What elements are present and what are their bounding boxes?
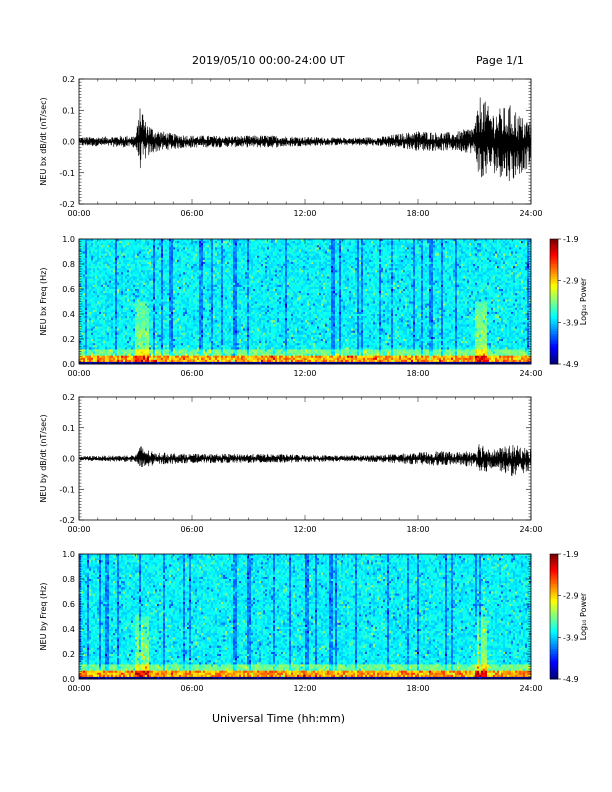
x-tick-label: 12:00 bbox=[293, 209, 316, 218]
x-tick-label: 24:00 bbox=[519, 209, 542, 218]
y-axis-label: NEU bx dB/dt (nT/sec) bbox=[39, 97, 48, 185]
y-tick-label: 0.2 bbox=[62, 75, 75, 84]
y-tick-label: 0.0 bbox=[62, 138, 75, 147]
chart-panel-2 bbox=[79, 239, 561, 365]
chart-panel-1 bbox=[79, 79, 531, 204]
x-tick-label: 18:00 bbox=[406, 209, 429, 218]
y-tick-label: -0.2 bbox=[59, 200, 75, 209]
x-tick-label: 06:00 bbox=[180, 209, 203, 218]
x-tick-label: 00:00 bbox=[67, 209, 90, 218]
waveform-line bbox=[79, 98, 531, 182]
y-tick-label: -0.1 bbox=[59, 169, 75, 178]
y-tick-label: 0.1 bbox=[62, 106, 75, 115]
